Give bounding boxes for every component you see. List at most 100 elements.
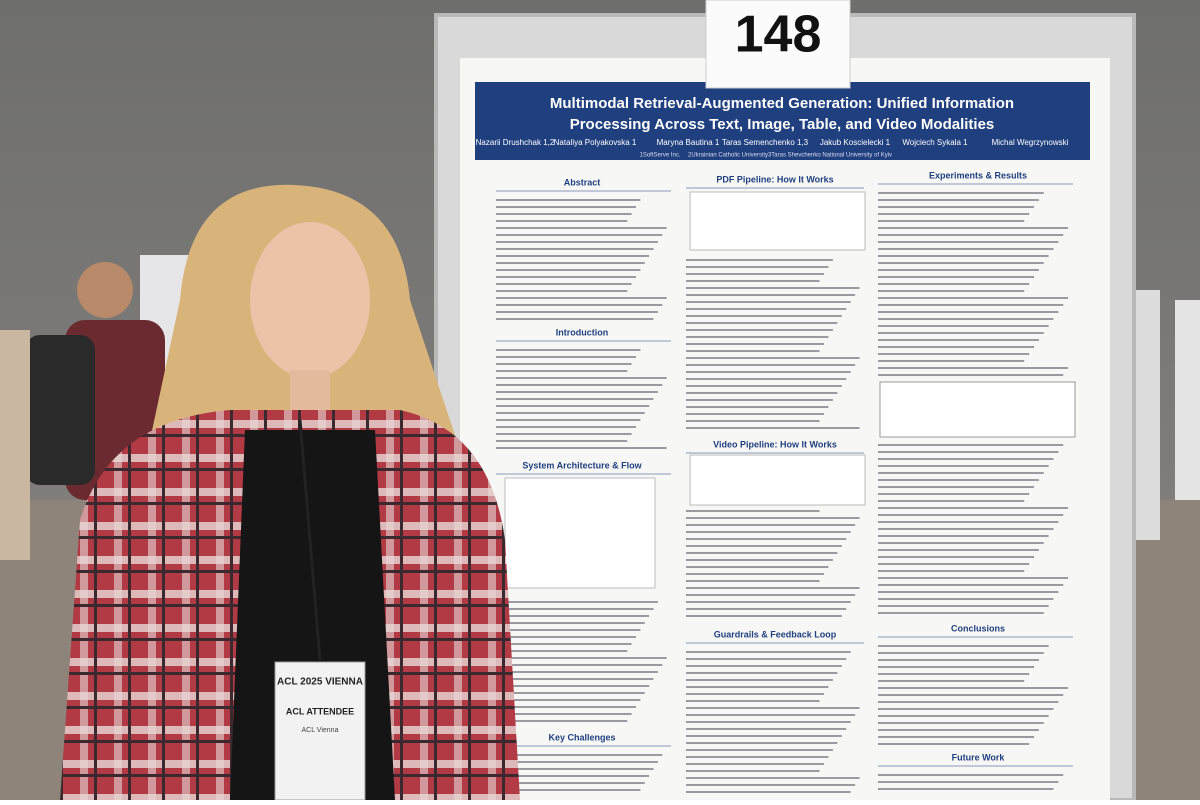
body-text-line (878, 542, 1044, 544)
body-text-line (496, 311, 658, 313)
section-heading: Conclusions (951, 623, 1005, 633)
body-text-line (878, 701, 1059, 703)
body-text-line (686, 651, 851, 653)
body-text-line (686, 756, 829, 758)
body-text-line (878, 549, 1039, 551)
body-text-line (878, 598, 1054, 600)
body-text-line (496, 789, 641, 791)
body-text-line (496, 636, 636, 638)
body-text-line (496, 234, 663, 236)
author: Jakub Koscielecki 1 (820, 138, 891, 147)
body-text-line (878, 591, 1059, 593)
body-text-line (878, 472, 1044, 474)
poster-title: Processing Across Text, Image, Table, an… (570, 116, 995, 133)
body-text-line (496, 699, 641, 701)
body-text-line (686, 742, 838, 744)
body-text-line (878, 570, 1025, 572)
body-text-line (686, 287, 860, 289)
body-text-line (686, 406, 829, 408)
body-text-line (496, 671, 658, 673)
affiliation: 3Taras Shevchenko National University of… (768, 153, 892, 159)
body-text-line (878, 234, 1064, 236)
body-text-line (878, 458, 1054, 460)
body-text-line (878, 535, 1049, 537)
body-text-line (686, 777, 860, 779)
body-text-line (496, 363, 632, 365)
body-text-line (878, 192, 1044, 194)
body-text-line (496, 384, 663, 386)
body-text-line (496, 227, 667, 229)
body-text-line (878, 269, 1039, 271)
author: Michal Wegrzynowski (992, 138, 1069, 147)
body-text-line (686, 350, 820, 352)
body-text-line (496, 318, 654, 320)
body-text-line (496, 433, 632, 435)
body-text-line (686, 594, 856, 596)
neck (290, 370, 330, 410)
author: Nataliya Polyakovska 1 (554, 138, 637, 147)
body-text-line (496, 206, 636, 208)
face (250, 222, 370, 378)
body-text-line (496, 657, 667, 659)
body-text-line (686, 510, 820, 512)
body-text-line (878, 241, 1059, 243)
body-text-line (878, 339, 1039, 341)
body-text-line (496, 713, 632, 715)
body-text-line (878, 788, 1054, 790)
body-text-line (878, 708, 1054, 710)
body-text-line (686, 329, 833, 331)
body-text-line (878, 479, 1039, 481)
section-heading: Abstract (564, 177, 601, 187)
body-text-line (496, 692, 645, 694)
body-text-line (496, 276, 636, 278)
body-text-line (686, 559, 833, 561)
body-text-line (496, 720, 628, 722)
body-text-line (686, 315, 842, 317)
body-text-line (686, 686, 829, 688)
author: Nazarii Drushchak 1,2 (476, 138, 555, 147)
body-text-line (878, 213, 1030, 215)
body-text-line (686, 364, 856, 366)
section-heading: Introduction (556, 327, 609, 337)
body-text-line (496, 685, 650, 687)
body-text-line (496, 650, 628, 652)
body-text-line (496, 622, 645, 624)
body-text-line (878, 514, 1064, 516)
body-text-line (686, 336, 829, 338)
body-text-line (496, 412, 645, 414)
badge-event: ACL 2025 VIENNA (277, 677, 363, 688)
body-text-line (496, 262, 645, 264)
poster-number: 148 (735, 6, 822, 64)
body-text-line (878, 304, 1064, 306)
affiliation-list: 1SoftServe Inc. 2Ukrainian Catholic Unive… (639, 153, 892, 159)
background-person (77, 262, 133, 318)
background-person (0, 330, 30, 560)
body-text-line (686, 601, 851, 603)
pipeline-diagram (689, 191, 866, 251)
body-text-line (686, 608, 847, 610)
body-text-line (496, 398, 654, 400)
body-text-line (878, 220, 1025, 222)
body-text-line (496, 768, 654, 770)
body-text-line (496, 426, 636, 428)
body-text-line (878, 584, 1064, 586)
body-text-line (878, 248, 1054, 250)
body-text-line (686, 378, 847, 380)
body-text-line (496, 377, 667, 379)
section-heading: Video Pipeline: How It Works (713, 439, 837, 449)
body-text-line (496, 283, 632, 285)
body-text-line (686, 427, 860, 429)
body-text-line (496, 370, 628, 372)
body-text-line (496, 220, 628, 222)
body-text-line (496, 664, 663, 666)
poster-columns: Abstract Introduction System Architecture … (496, 170, 1073, 793)
body-text-line (686, 259, 833, 261)
body-text-line (878, 262, 1044, 264)
body-text-line (686, 531, 851, 533)
body-text-line (686, 385, 842, 387)
body-text-line (878, 605, 1049, 607)
body-text-line (686, 420, 820, 422)
body-text-line (496, 248, 654, 250)
body-text-line (496, 241, 658, 243)
body-text-line (878, 199, 1039, 201)
